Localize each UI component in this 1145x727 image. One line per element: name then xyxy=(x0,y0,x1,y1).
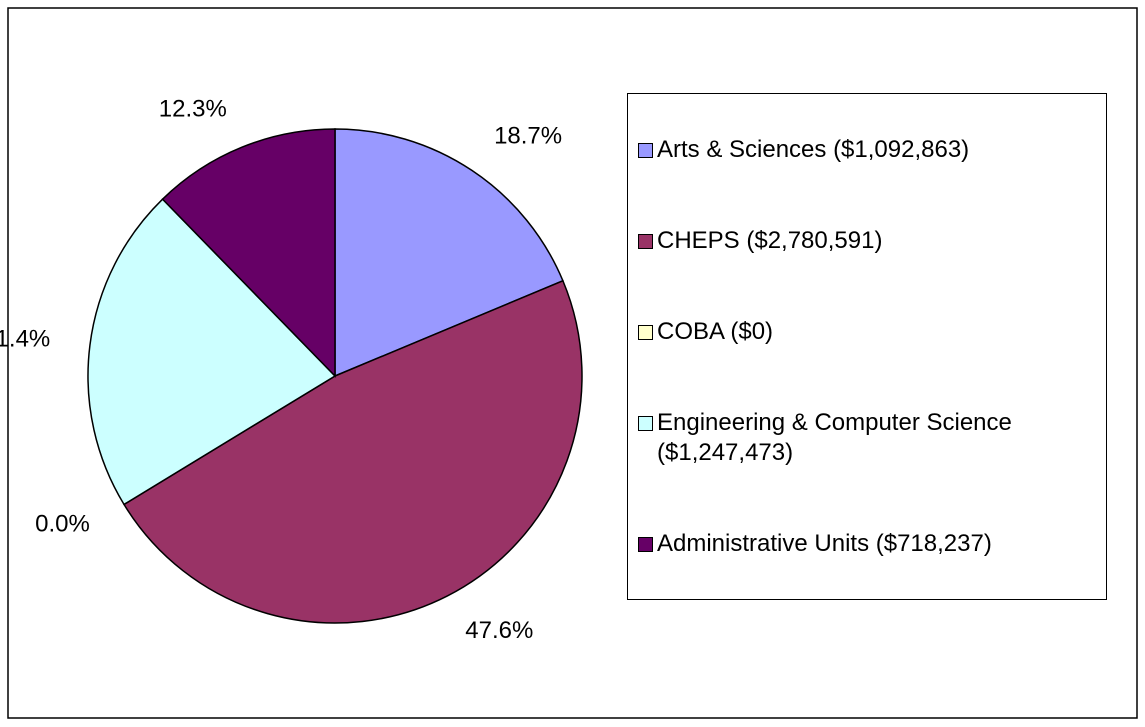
legend-label: Administrative Units ($718,237) xyxy=(657,529,992,557)
legend-entry: Administrative Units ($718,237) xyxy=(636,529,1098,559)
data-label: 12.3% xyxy=(159,96,227,123)
pie-slice xyxy=(122,279,583,624)
legend-label: Arts & Sciences ($1,092,863) xyxy=(657,135,970,163)
data-label: 47.6% xyxy=(465,617,533,644)
legend-swatch xyxy=(638,142,653,158)
data-label: 0.0% xyxy=(35,511,90,538)
legend: Arts & Sciences ($1,092,863) CHEPS ($2,78… xyxy=(627,93,1107,600)
data-label: 21.4% xyxy=(0,325,50,352)
legend-label: CHEPS ($2,780,591) xyxy=(657,226,883,254)
legend-entry: COBA ($0) xyxy=(636,317,1098,347)
legend-label: Engineering & Computer Science ($1,247,4… xyxy=(657,408,1012,466)
legend-swatch xyxy=(638,324,653,340)
legend-label: COBA ($0) xyxy=(657,317,774,345)
pie-slice xyxy=(161,128,336,378)
legend-entry: CHEPS ($2,780,591) xyxy=(636,226,1098,256)
legend-swatch xyxy=(638,536,653,552)
pie-slice xyxy=(334,128,564,378)
legend-entry: Engineering & Computer Science ($1,247,4… xyxy=(636,408,1098,468)
legend-swatch xyxy=(638,233,653,249)
legend-entry: Arts & Sciences ($1,092,863) xyxy=(636,135,1098,165)
data-label: 18.7% xyxy=(494,122,562,149)
legend-swatch xyxy=(638,415,653,431)
pie-slice xyxy=(87,198,337,506)
